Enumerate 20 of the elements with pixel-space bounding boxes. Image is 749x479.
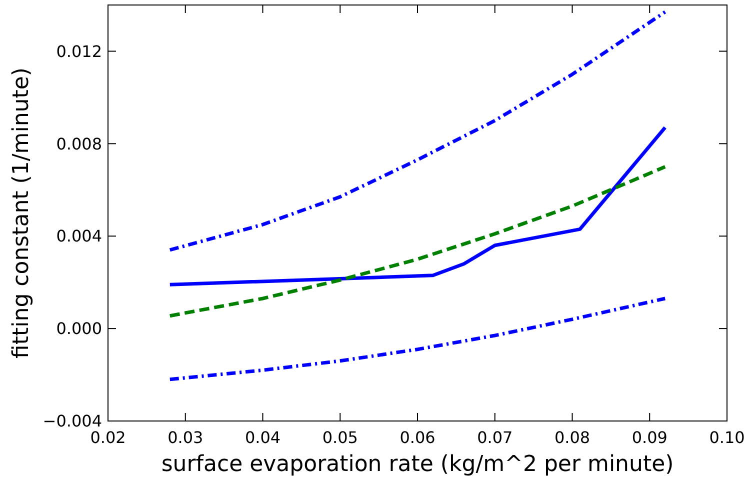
y-tick-label: 0.012 [56, 42, 102, 61]
x-tick-label: 0.06 [400, 428, 436, 447]
x-tick-label: 0.08 [554, 428, 590, 447]
y-tick-label: 0.004 [56, 226, 102, 246]
x-tick-label: 0.03 [168, 428, 204, 447]
line-series [168, 126, 667, 286]
line-series [168, 296, 667, 382]
y-tick-label: 0.008 [56, 134, 102, 154]
x-tick-label: 0.07 [477, 428, 513, 447]
line-series [168, 10, 667, 252]
y-axis-title: fitting constant (1/minute) [9, 68, 34, 358]
y-tick-label: −0.004 [42, 412, 102, 431]
x-tick-label: 0.02 [90, 428, 126, 447]
y-tick-label: 0.000 [56, 319, 102, 338]
x-tick-label: 0.05 [322, 428, 358, 447]
line-series [168, 165, 667, 318]
x-tick-label: 0.04 [244, 428, 281, 447]
x-tick-label: 0.10 [709, 428, 745, 447]
x-tick-label: 0.09 [632, 428, 668, 447]
x-axis-title: surface evaporation rate (kg/m^2 per minute) [161, 452, 674, 477]
